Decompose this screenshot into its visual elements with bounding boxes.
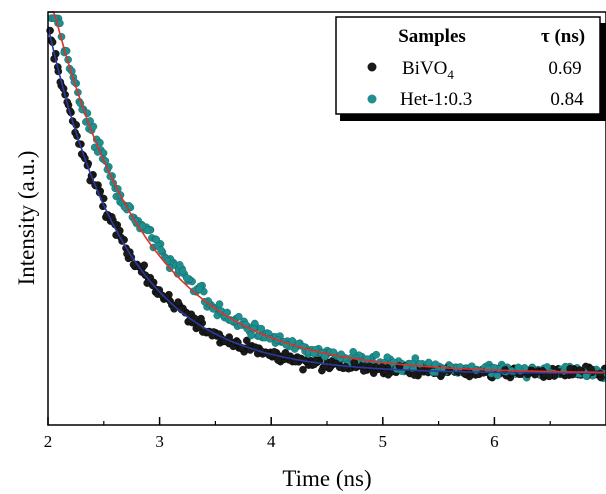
point-het [143,226,152,235]
point-bivo4 [410,371,419,379]
point-het [257,324,266,333]
point-het [349,347,358,356]
legend-box [335,16,601,115]
legend-label-bivo4: BiVO4 [402,58,454,82]
legend-marker-bivo4 [367,62,377,72]
point-het [383,353,392,362]
point-bivo4 [366,362,375,371]
point-het [175,260,184,269]
point-het [372,350,381,359]
x-axis-tick-labels: 2 3 4 5 6 [44,432,499,451]
legend-tau-het: 0.84 [550,89,584,110]
point-bivo4 [350,358,359,367]
point-bivo4 [274,356,282,364]
point-het [514,363,523,372]
x-tick-label: 3 [155,432,164,451]
point-het [152,235,161,244]
x-tick-label: 5 [379,432,388,451]
point-bivo4 [460,369,469,378]
point-het [424,358,433,367]
point-het [157,246,165,254]
legend-marker-het [367,94,377,104]
legend-label-het: Het-1:0.3 [400,89,472,110]
point-het [429,368,437,377]
point-bivo4 [299,365,307,374]
point-bivo4 [242,336,251,345]
point-het [215,300,224,308]
x-tick-label: 4 [267,432,276,451]
point-bivo4 [140,261,148,270]
y-axis-title: Intensity (a.u.) [14,151,39,286]
legend-tau-bivo4: 0.69 [548,58,581,79]
x-axis-title: Time (ns) [282,466,371,491]
x-tick-label: 6 [490,432,499,451]
point-bivo4 [174,298,182,306]
legend-header-value: τ (ns) [541,26,585,47]
point-het [484,364,492,373]
fit-layer [47,11,606,374]
point-bivo4 [281,348,290,357]
legend-header-name: Samples [398,26,466,47]
point-het [234,312,243,321]
x-axis-ticks [47,417,551,425]
fit-curve-het [48,11,606,374]
point-het [182,274,191,282]
point-het [178,267,187,275]
point-het [247,331,256,340]
point-bivo4 [545,372,554,381]
point-het [195,285,203,294]
fit-curve-bivo4 [47,26,606,374]
legend-label-bivo4-main: BiVO [402,58,447,79]
legend-label-bivo4-subscript: 4 [447,67,454,82]
x-tick-label: 2 [44,432,53,451]
legend: Samples τ (ns) BiVO4 0.69 Het-1:0.3 0.84 [335,16,606,121]
point-bivo4 [155,286,164,294]
